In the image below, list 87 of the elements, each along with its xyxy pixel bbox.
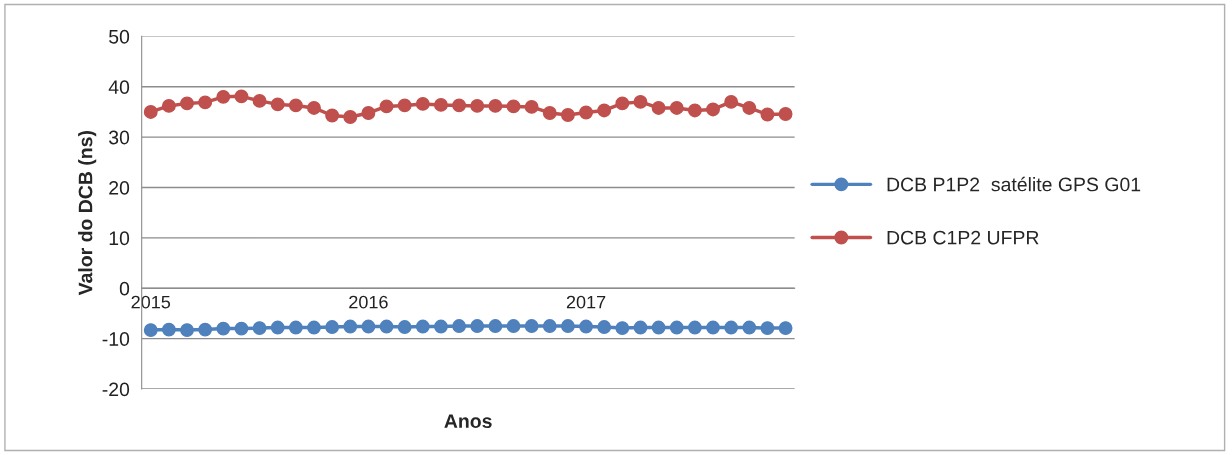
y-tick-label: 10: [109, 231, 130, 246]
point: [161, 98, 176, 113]
y-tick-label: 40: [108, 80, 130, 95]
point: [706, 320, 720, 335]
point: [669, 320, 684, 335]
point: [542, 106, 557, 120]
point: [506, 99, 521, 114]
point: [470, 98, 485, 113]
point: [361, 319, 376, 334]
point: [325, 320, 340, 335]
point: [633, 320, 648, 335]
point: [724, 94, 739, 109]
y-tick-label: 50: [109, 29, 130, 44]
point: [579, 319, 594, 334]
point: [778, 321, 793, 336]
point: [615, 96, 630, 111]
y-tick-label: 0: [119, 281, 130, 296]
point: [506, 319, 521, 334]
point: [198, 322, 213, 337]
y-tick-label: -20: [102, 382, 130, 397]
point: [379, 319, 394, 334]
point: [270, 320, 285, 335]
y-tick-label: 20: [109, 180, 130, 195]
point: [434, 97, 448, 112]
x-axis-title: Anos: [444, 414, 492, 428]
x-tick-label: 2017: [566, 295, 606, 309]
point: [742, 100, 757, 115]
point: [669, 100, 684, 115]
point: [397, 320, 412, 335]
point: [742, 320, 757, 335]
point: [252, 93, 267, 108]
point: [597, 320, 612, 335]
point: [343, 110, 358, 124]
point: [778, 107, 793, 121]
point: [452, 319, 467, 334]
point: [651, 100, 666, 115]
point: [216, 89, 231, 104]
point: [651, 320, 666, 335]
point: [470, 319, 485, 334]
point: [216, 321, 231, 336]
point: [307, 320, 321, 335]
point: [180, 323, 194, 338]
x-tick-label: 2015: [131, 295, 171, 309]
x-tick-label: 2016: [349, 295, 388, 309]
point: [234, 89, 249, 104]
point: [415, 319, 430, 334]
y-axis-title: Valor do DCB (ns): [78, 131, 97, 296]
point: [687, 103, 702, 118]
point: [560, 319, 575, 334]
point: [379, 99, 394, 114]
point: [180, 96, 194, 111]
point: [143, 105, 158, 119]
point: [325, 108, 340, 123]
point: [542, 319, 557, 334]
point: [434, 319, 448, 334]
point: [234, 321, 249, 336]
point: [524, 319, 539, 334]
point: [143, 323, 158, 338]
point: [597, 103, 612, 118]
point: [579, 105, 594, 120]
point: [488, 319, 503, 334]
point: [288, 98, 303, 113]
point: [361, 106, 376, 120]
point: [452, 98, 467, 113]
point: [252, 321, 267, 336]
legend-label: DCB C1P2 UFPR: [887, 230, 1039, 245]
point: [524, 99, 539, 114]
point: [397, 98, 412, 113]
point: [198, 95, 213, 110]
point: [161, 322, 176, 337]
point: [760, 107, 775, 122]
point: [288, 320, 303, 335]
point: [415, 96, 430, 111]
point: [687, 320, 702, 335]
point: [724, 320, 739, 335]
point: [343, 319, 358, 334]
point: [706, 102, 720, 117]
y-tick-label: -10: [102, 332, 130, 346]
point: [560, 108, 575, 122]
point: [488, 98, 503, 113]
point: [633, 94, 648, 109]
point: [270, 97, 285, 112]
point: [760, 321, 775, 336]
point: [307, 100, 321, 115]
y-tick-label: 30: [108, 130, 130, 145]
point: [615, 321, 630, 336]
legend-label: DCB P1P2 satélite GPS G01: [887, 176, 1141, 192]
